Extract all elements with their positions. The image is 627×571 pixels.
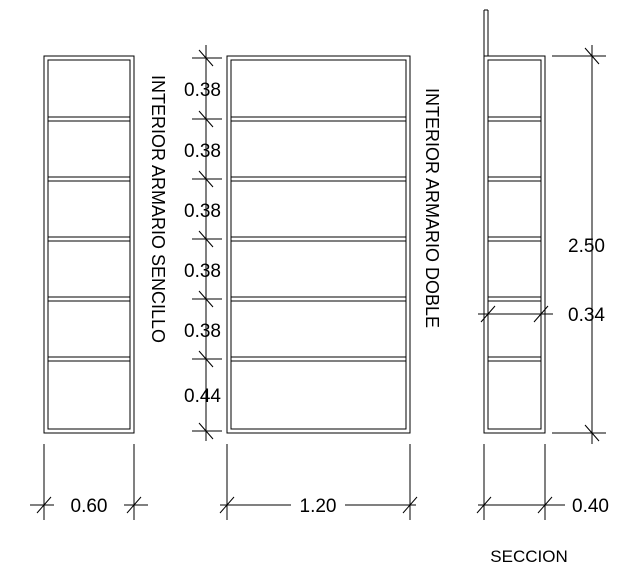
section-depth-value: 0.40: [572, 496, 609, 517]
shelf-spacing-value: 0.38: [184, 80, 221, 101]
dimension-tick: [537, 496, 553, 514]
dimension-tick: [480, 305, 496, 323]
dimension-tick: [126, 496, 142, 514]
section-title: SECCION: [490, 547, 567, 566]
section-view: [483, 9, 546, 434]
section-height-value: 2.50: [568, 236, 605, 257]
section-depth-dimension: 0.40: [476, 444, 609, 520]
dimension-tick: [198, 110, 214, 128]
section-height-dimension: 2.50: [552, 45, 606, 444]
single-wardrobe-label: INTERIOR ARMARIO SENCILLO: [148, 75, 168, 343]
section-outer-frame: [483, 55, 546, 434]
double-wardrobe-width-dimension: 1.20: [219, 444, 418, 520]
dimension-tick: [402, 496, 418, 514]
single-wardrobe-inner-frame: [47, 59, 131, 430]
dimension-tick: [533, 305, 549, 323]
section-inner-frame: [487, 59, 542, 430]
single-wardrobe-width-dimension: 0.60: [30, 444, 148, 520]
dimension-tick: [198, 422, 214, 440]
single-wardrobe-width-value: 0.60: [71, 496, 108, 517]
double-wardrobe-shelves: [231, 116, 406, 362]
dimension-tick: [198, 350, 214, 368]
double-wardrobe-outer-frame: [226, 55, 411, 434]
dimension-tick: [198, 290, 214, 308]
shelf-spacing-value: 0.38: [184, 141, 221, 162]
shelf-spacing-value: 0.38: [184, 201, 221, 222]
single-wardrobe-shelves: [48, 116, 130, 362]
single-wardrobe-elevation: [43, 55, 135, 434]
shelf-spacing-value: 0.44: [184, 386, 221, 407]
dimension-tick: [36, 496, 52, 514]
shelf-spacing-value: 0.38: [184, 261, 221, 282]
shelf-spacing-dimension-chain: 0.38 0.38 0.38 0.38 0.38 0.44: [184, 45, 222, 441]
dimension-tick: [219, 496, 235, 514]
double-wardrobe-width-value: 1.20: [300, 496, 337, 517]
single-wardrobe-outer-frame: [43, 55, 135, 434]
shelf-spacing-value: 0.38: [184, 321, 221, 342]
dimension-tick: [198, 230, 214, 248]
dimension-tick: [584, 424, 600, 442]
section-shelf-depth-dimension: 0.34: [478, 305, 605, 326]
double-wardrobe-inner-frame: [230, 59, 407, 430]
double-wardrobe-elevation: [226, 55, 411, 434]
dimension-tick: [198, 170, 214, 188]
dimension-tick: [198, 49, 214, 67]
section-shelves: [488, 116, 541, 362]
dimension-tick: [476, 496, 492, 514]
double-wardrobe-label: INTERIOR ARMARIO DOBLE: [422, 88, 442, 328]
section-shelf-depth-value: 0.34: [568, 305, 605, 326]
dimension-tick: [584, 47, 600, 65]
